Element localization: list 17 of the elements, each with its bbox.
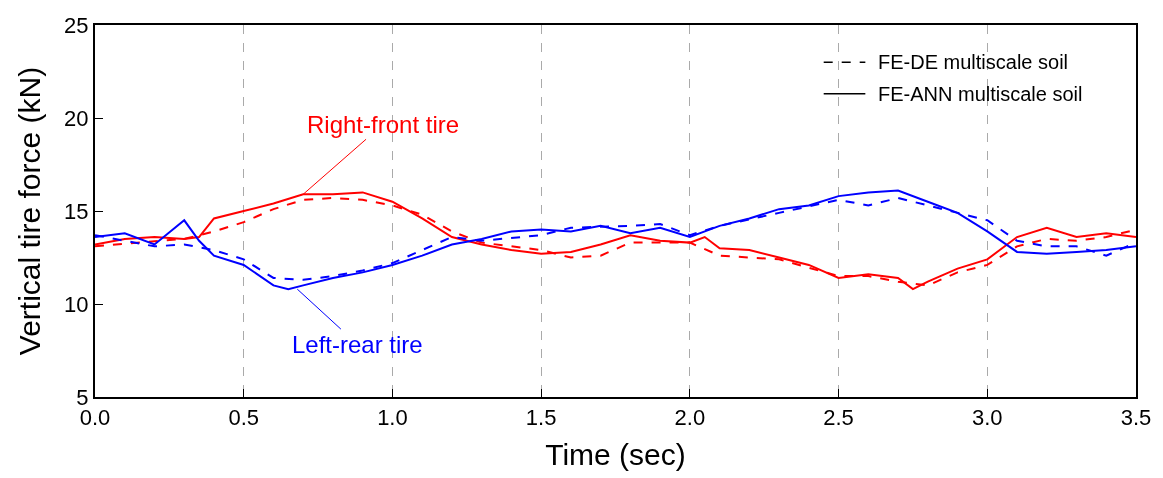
x-tick-label: 0.5 — [228, 405, 260, 431]
x-axis-title: Time (sec) — [545, 438, 686, 472]
y-tick-label: 15 — [64, 198, 89, 224]
annotation: Left-rear tire — [292, 331, 423, 358]
legend-label: FE-ANN multiscale soil — [878, 83, 1083, 105]
x-tick-label: 3.0 — [971, 405, 1003, 431]
x-tick-label: 2.5 — [823, 405, 854, 431]
x-tick-label: 1.0 — [377, 405, 408, 431]
y-tick-label: 25 — [64, 12, 89, 38]
y-tick-label: 10 — [64, 291, 89, 317]
y-tick-label: 20 — [64, 105, 89, 131]
x-tick-label: 2.0 — [674, 405, 706, 431]
legend-label: FE-DE multiscale soil — [878, 51, 1069, 73]
annotation: Right-front tire — [307, 111, 460, 138]
x-tick-label: 3.5 — [1120, 405, 1152, 431]
x-tick-label: 1.5 — [525, 405, 557, 431]
y-axis-title: Vertical tire force (kN) — [12, 66, 46, 356]
